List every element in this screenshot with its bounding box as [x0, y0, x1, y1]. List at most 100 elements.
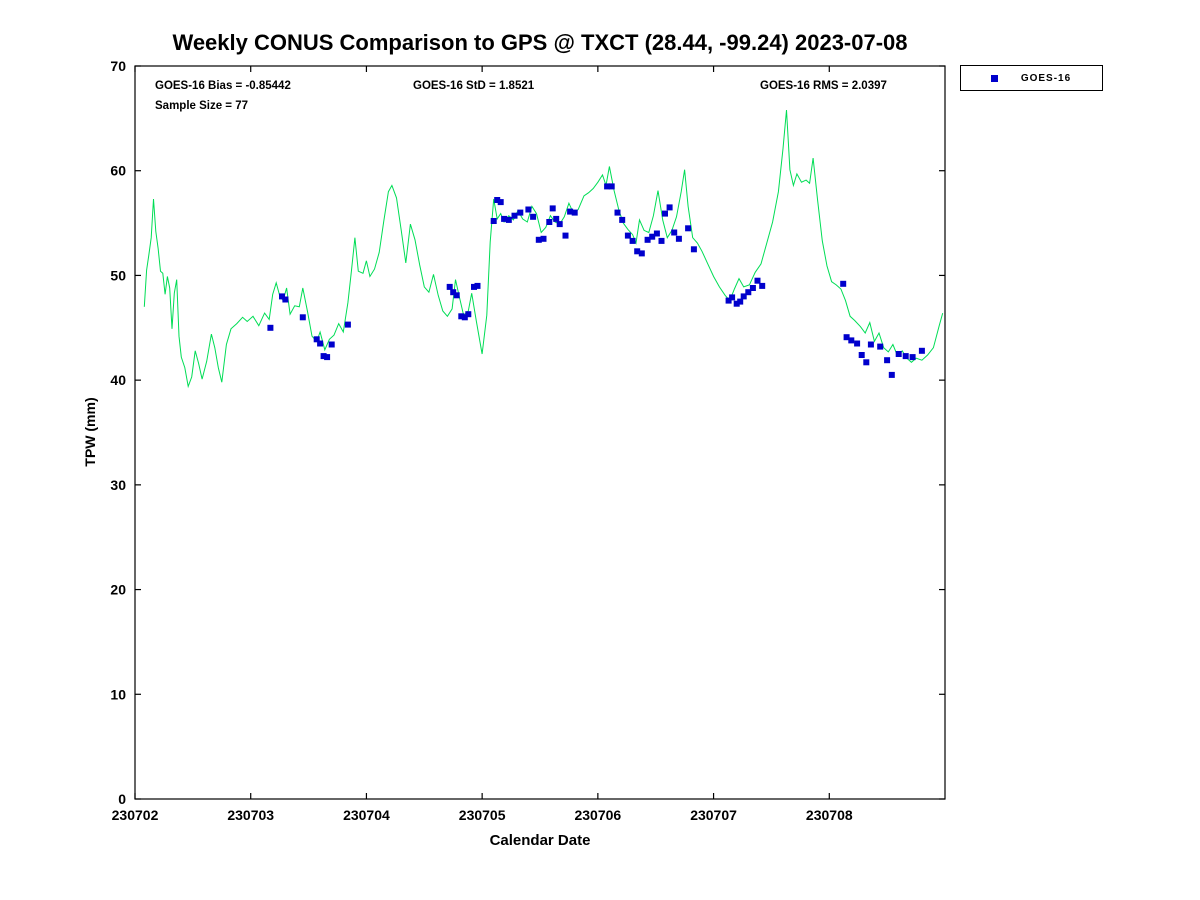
chart-title: Weekly CONUS Comparison to GPS @ TXCT (2…	[172, 30, 908, 55]
goes16-data-marker	[320, 353, 327, 360]
goes16-data-marker	[446, 283, 453, 290]
x-tick-label: 230704	[343, 807, 390, 823]
y-tick-label: 0	[118, 791, 126, 807]
goes16-data-marker	[759, 282, 766, 289]
annotation-sample-size: Sample Size = 77	[155, 100, 249, 112]
goes16-data-marker	[902, 353, 909, 360]
goes16-data-marker	[317, 340, 324, 347]
goes16-data-marker	[614, 209, 621, 216]
x-tick-label: 230703	[227, 807, 274, 823]
x-tick-label: 230706	[574, 807, 621, 823]
goes16-data-marker	[649, 233, 656, 240]
y-tick-label: 70	[110, 58, 126, 74]
goes16-data-marker	[848, 337, 855, 344]
goes16-data-marker	[690, 246, 697, 253]
goes16-data-marker	[749, 285, 756, 291]
goes16-data-marker	[840, 280, 847, 287]
y-tick-label: 40	[110, 372, 126, 388]
goes16-data-marker	[638, 250, 645, 257]
legend: GOES-16	[960, 65, 1103, 91]
y-tick-label: 10	[110, 686, 126, 702]
goes16-data-marker	[458, 313, 465, 320]
x-tick-label: 230708	[806, 807, 853, 823]
goes16-data-marker	[279, 293, 285, 300]
goes16-data-marker	[740, 293, 747, 300]
goes16-data-marker	[505, 216, 512, 223]
goes16-data-marker	[624, 232, 631, 239]
goes16-data-marker	[671, 229, 678, 236]
goes16-data-marker	[843, 334, 850, 341]
goes16-data-marker	[858, 352, 865, 358]
goes16-data-marker	[471, 283, 477, 290]
goes16-data-marker	[313, 336, 320, 343]
goes16-data-marker	[535, 236, 542, 243]
goes16-data-marker	[324, 354, 331, 361]
goes16-data-marker	[666, 204, 673, 211]
goes16-data-marker	[653, 230, 660, 237]
goes16-data-marker	[282, 296, 289, 303]
goes16-data-marker	[453, 292, 460, 299]
y-axis-label: TPW (mm)	[82, 397, 98, 467]
x-axis-label: Calendar Date	[489, 832, 591, 849]
goes16-data-marker	[328, 341, 335, 348]
goes16-data-marker	[685, 225, 692, 232]
goes16-data-marker	[549, 205, 556, 212]
goes16-data-marker	[546, 219, 553, 225]
goes16-data-marker	[888, 371, 895, 378]
goes16-data-marker	[634, 248, 641, 255]
annotation-std: GOES-16 StD = 1.8521	[413, 80, 535, 92]
goes16-data-marker	[644, 236, 651, 243]
goes16-data-marker	[556, 221, 563, 228]
goes16-data-marker	[877, 343, 884, 350]
goes16-data-marker	[553, 215, 560, 222]
goes16-data-marker	[474, 282, 481, 289]
goes16-data-marker	[511, 212, 518, 219]
gps-trace-line	[143, 109, 944, 389]
goes16-data-marker	[737, 298, 744, 305]
y-tick-label: 30	[110, 477, 126, 493]
y-tick-label: 50	[110, 267, 126, 283]
goes16-data-marker	[754, 277, 761, 284]
goes16-data-marker	[854, 340, 861, 347]
goes16-data-marker	[571, 209, 578, 216]
goes16-data-marker	[604, 183, 611, 190]
goes16-data-marker	[729, 294, 736, 301]
annotation-rms: GOES-16 RMS = 2.0397	[760, 80, 887, 92]
goes16-data-marker	[629, 237, 636, 244]
goes16-data-marker	[530, 213, 537, 220]
goes16-data-marker	[525, 206, 532, 213]
goes16-data-marker	[608, 183, 615, 190]
y-tick-label: 20	[110, 582, 126, 598]
goes16-data-marker	[909, 354, 916, 361]
y-tick-label: 60	[110, 163, 126, 179]
axes-box	[134, 65, 946, 800]
goes16-data-marker	[658, 237, 665, 244]
goes16-data-marker	[619, 216, 626, 223]
goes16-data-marker	[725, 297, 732, 304]
goes16-data-marker	[540, 235, 547, 242]
goes16-data-marker	[733, 300, 740, 307]
goes16-square-marker-icon	[991, 74, 998, 82]
goes16-data-marker	[662, 210, 668, 217]
x-tick-label: 230702	[112, 807, 159, 823]
annotation-bias: GOES-16 Bias = -0.85442	[155, 80, 291, 92]
goes16-data-marker	[267, 324, 274, 331]
goes16-data-marker	[490, 218, 497, 224]
goes16-data-marker	[465, 311, 472, 318]
goes16-data-marker	[450, 289, 457, 296]
goes16-data-marker	[745, 289, 752, 296]
goes16-data-marker	[895, 351, 902, 357]
goes16-data-marker	[918, 347, 925, 354]
goes16-data-marker	[344, 321, 351, 328]
legend-entry-label: GOES-16	[1020, 72, 1072, 84]
x-tick-label: 230707	[690, 807, 737, 823]
goes16-data-marker	[567, 208, 574, 215]
goes16-data-marker	[299, 314, 306, 321]
goes16-data-marker	[461, 314, 468, 321]
goes16-data-marker	[884, 357, 891, 364]
goes16-data-marker	[675, 235, 682, 242]
goes16-data-marker	[494, 197, 501, 203]
goes16-data-marker	[501, 215, 508, 222]
goes16-data-marker	[517, 209, 524, 216]
